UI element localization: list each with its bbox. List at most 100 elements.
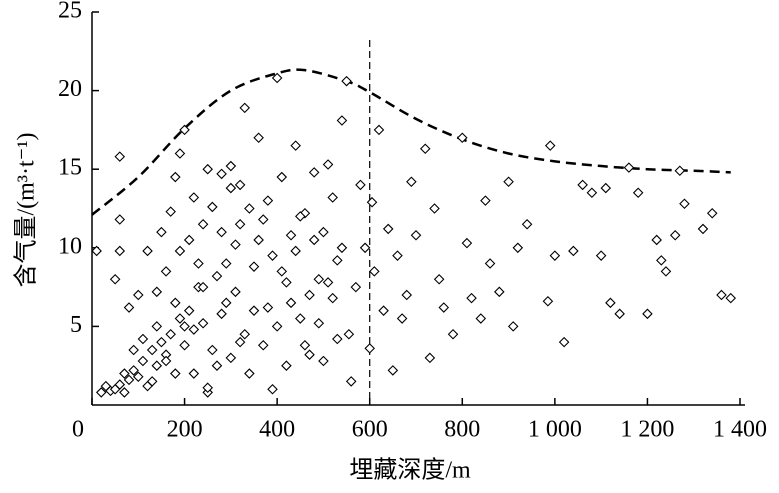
data-point <box>281 277 292 288</box>
data-point <box>267 384 278 395</box>
data-point <box>133 371 144 382</box>
data-point <box>267 250 278 261</box>
data-point <box>179 124 190 136</box>
data-point <box>295 313 306 324</box>
data-point <box>197 218 209 230</box>
data-point <box>123 302 135 313</box>
data-point <box>366 196 378 208</box>
y-axis-label: 含气量/(m³·t⁻¹) <box>13 132 40 287</box>
data-point <box>308 167 320 178</box>
data-point <box>216 168 227 180</box>
data-point <box>669 229 681 241</box>
data-point <box>170 171 181 183</box>
data-point <box>642 308 653 320</box>
x-tick-label: 800 <box>444 417 480 443</box>
data-point <box>211 270 223 282</box>
data-point <box>424 352 436 364</box>
y-tick-label: 20 <box>58 76 82 102</box>
data-point <box>447 328 459 340</box>
y-tick-label: 10 <box>58 233 82 259</box>
data-point <box>174 313 186 324</box>
data-point <box>170 297 181 309</box>
x-tick-label: 0 <box>72 417 84 443</box>
data-point <box>457 132 468 144</box>
data-point <box>336 115 348 126</box>
data-point <box>313 273 325 285</box>
x-axis-label: 埋藏深度/m <box>349 457 471 484</box>
data-point <box>230 286 241 298</box>
data-point <box>174 148 186 159</box>
data-point <box>183 234 195 246</box>
data-point <box>179 321 190 332</box>
data-point <box>109 273 121 285</box>
data-point <box>697 223 709 235</box>
data-point <box>225 160 237 172</box>
data-point <box>679 198 690 210</box>
data-point <box>257 339 269 351</box>
data-point <box>507 321 519 332</box>
data-point <box>197 317 209 329</box>
data-point <box>623 162 635 173</box>
data-point <box>216 226 227 238</box>
data-point <box>239 328 251 340</box>
data-point <box>248 261 260 272</box>
x-tick-label: 600 <box>352 417 388 443</box>
data-point <box>355 179 366 191</box>
data-point <box>725 292 737 304</box>
data-point <box>197 281 209 293</box>
data-point <box>220 297 232 309</box>
data-point <box>114 214 126 225</box>
data-point <box>202 163 213 175</box>
data-point <box>137 355 149 367</box>
data-point <box>133 289 144 301</box>
data-point <box>165 328 176 340</box>
data-point <box>503 176 514 188</box>
x-tick-label: 200 <box>167 417 203 443</box>
data-point <box>382 223 394 235</box>
data-point <box>521 218 533 230</box>
data-point <box>234 218 246 230</box>
data-point <box>262 195 274 206</box>
data-point <box>632 187 644 199</box>
x-tick-label: 400 <box>259 417 295 443</box>
data-point <box>336 242 348 254</box>
data-point <box>146 376 158 387</box>
data-point <box>146 344 158 356</box>
x-tick-label: 1 200 <box>620 417 674 443</box>
data-point <box>438 302 450 313</box>
data-point <box>230 239 241 250</box>
data-point <box>290 140 301 151</box>
data-point <box>332 255 343 266</box>
data-point <box>332 333 343 345</box>
data-point <box>119 387 130 398</box>
x-tick-label: 1 400 <box>713 417 767 443</box>
data-point <box>128 365 139 376</box>
data-point <box>318 226 329 238</box>
data-point <box>304 289 315 301</box>
data-point <box>716 289 727 301</box>
data-point <box>484 258 496 269</box>
data-point <box>285 297 297 309</box>
data-point <box>202 382 213 393</box>
data-point <box>605 297 616 309</box>
data-point <box>595 250 607 261</box>
data-point <box>220 258 232 269</box>
data-point <box>406 176 417 188</box>
data-point <box>151 286 163 298</box>
data-point <box>674 165 686 177</box>
data-point <box>234 179 246 191</box>
data-point <box>512 242 524 254</box>
data-point <box>327 292 338 304</box>
data-point <box>318 355 329 367</box>
data-point <box>494 286 505 298</box>
data-point <box>262 302 274 313</box>
data-point <box>123 374 135 386</box>
data-point <box>429 203 440 214</box>
data-point <box>466 292 477 304</box>
data-point <box>188 368 200 379</box>
data-point <box>475 313 487 324</box>
data-point <box>128 344 139 356</box>
data-point <box>114 245 126 257</box>
